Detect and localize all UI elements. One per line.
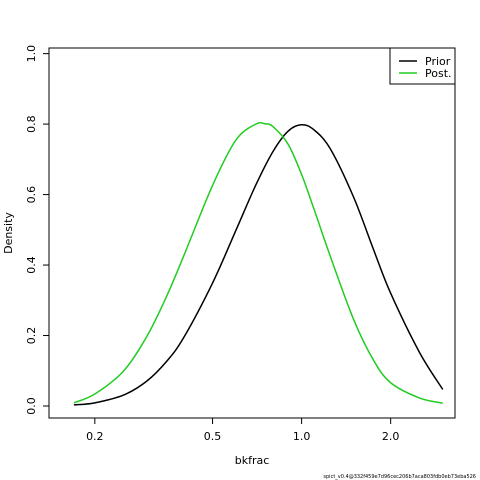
- legend-label-prior: Prior: [425, 55, 451, 68]
- x-tick-label: 1.0: [293, 430, 311, 443]
- plot-layer: [73, 121, 444, 406]
- series-line-prior: [73, 124, 444, 406]
- x-tick-label: 2.0: [382, 430, 400, 443]
- y-axis-title: Density: [2, 212, 15, 254]
- x-tick-label: 0.5: [204, 430, 222, 443]
- y-tick-label: 0.6: [25, 186, 38, 204]
- legend-label-post: Post.: [425, 67, 452, 80]
- axes-layer: 0.2 0.5 1.0 2.0 0.0 0.2 0.4 0.6 0.8 1.0: [25, 45, 399, 443]
- legend-box: [389, 47, 456, 85]
- y-tick-label: 0.0: [25, 397, 38, 415]
- plot-frame: [48, 47, 456, 419]
- x-axis-title: bkfrac: [235, 454, 270, 467]
- legend: Prior Post.: [389, 47, 456, 85]
- y-tick-label: 1.0: [25, 45, 38, 63]
- y-tick-label: 0.2: [25, 327, 38, 345]
- y-tick-label: 0.8: [25, 115, 38, 133]
- x-tick-label: 0.2: [86, 430, 104, 443]
- version-footnote: spict_v0.4@332f459e7d96cec206b7aca803fdb…: [323, 474, 476, 480]
- y-tick-label: 0.4: [25, 256, 38, 274]
- series-line-post: [73, 121, 443, 404]
